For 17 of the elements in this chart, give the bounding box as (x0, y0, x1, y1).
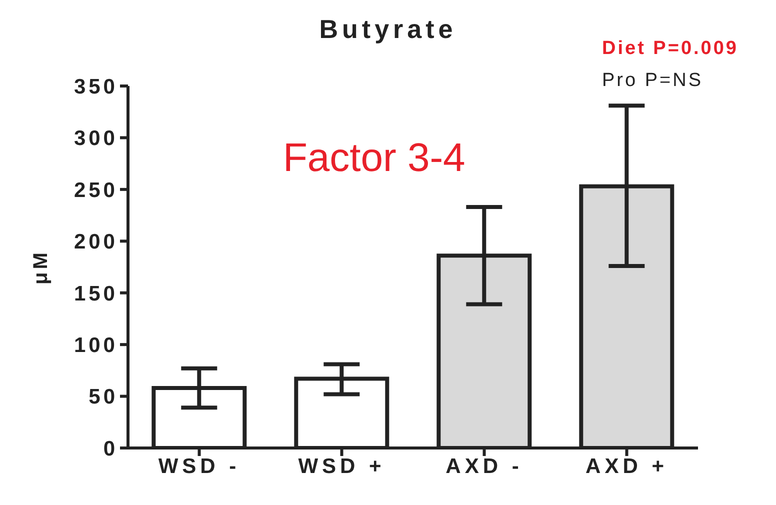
x-tick-label: AXD - (446, 454, 523, 478)
y-tick-label: 100 (74, 334, 118, 358)
y-tick-label: 50 (88, 386, 118, 409)
y-tick-label: 300 (74, 127, 118, 150)
x-tick-label: WSD - (158, 454, 240, 478)
x-tick-label: WSD + (298, 454, 386, 478)
y-tick-label: 250 (74, 178, 118, 202)
y-tick-label: 0 (103, 437, 118, 460)
annotation: Factor 3-4 (283, 136, 466, 181)
y-tick-label: 200 (74, 230, 118, 254)
annotation: Pro P=NS (602, 70, 704, 92)
x-tick-label: AXD + (586, 454, 668, 478)
text: Diet P=0.009 (602, 38, 738, 60)
y-axis-title: μM (30, 250, 52, 284)
y-tick-label: 350 (74, 75, 118, 98)
y-tick-label: 150 (74, 282, 118, 306)
chart-title: Butyrate (319, 14, 457, 44)
